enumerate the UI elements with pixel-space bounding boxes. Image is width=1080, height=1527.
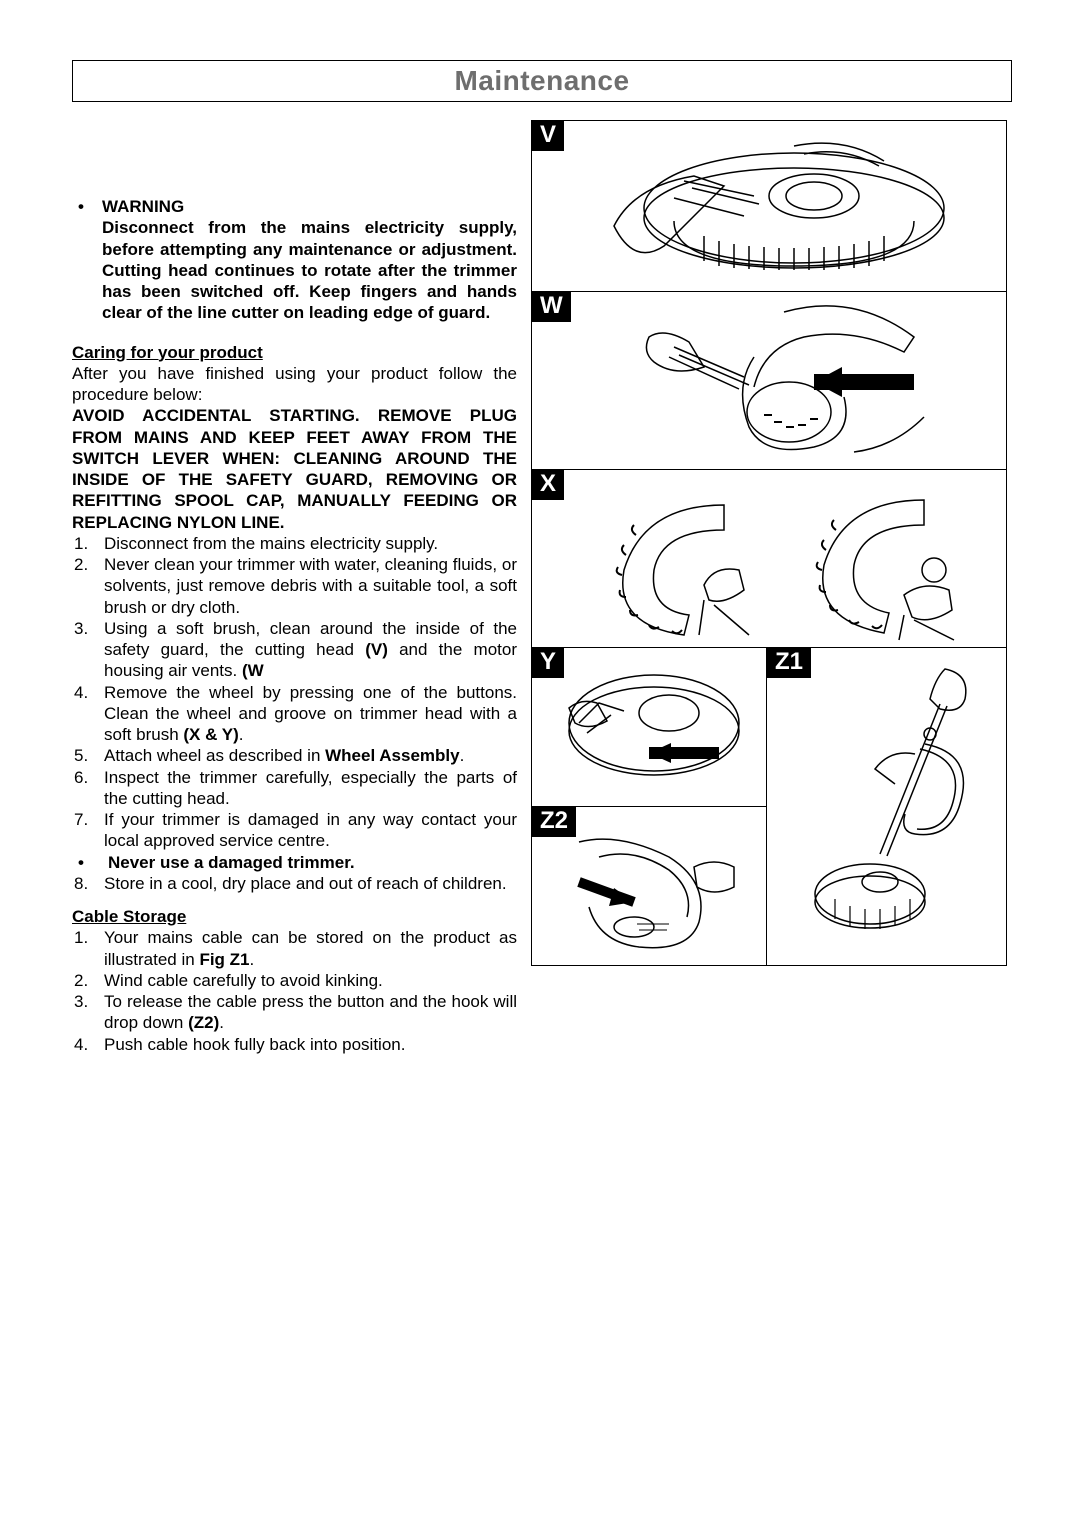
list-item: Push cable hook fully back into position… bbox=[72, 1034, 517, 1055]
diagram-y-icon bbox=[539, 653, 759, 801]
figure-w: W bbox=[531, 292, 1007, 470]
figure-z2: Z2 bbox=[531, 807, 767, 966]
list-item: Inspect the trimmer carefully, especiall… bbox=[72, 767, 517, 810]
list-item: Using a soft brush, clean around the ins… bbox=[72, 618, 517, 682]
list-item-text: Disconnect from the mains electricity su… bbox=[104, 533, 438, 554]
list-item-text: If your trimmer is damaged in any way co… bbox=[104, 809, 517, 852]
diagram-x-icon bbox=[554, 475, 984, 643]
avoid-block: AVOID ACCIDENTAL STARTING. REMOVE PLUG F… bbox=[72, 405, 517, 533]
cable-list: Your mains cable can be stored on the pr… bbox=[72, 927, 517, 1055]
caring-list: Disconnect from the mains electricity su… bbox=[72, 533, 517, 852]
warning-label: WARNING bbox=[102, 196, 517, 217]
warning-block: • WARNING Disconnect from the mains elec… bbox=[72, 196, 517, 324]
list-item-text: Never clean your trimmer with water, cle… bbox=[104, 554, 517, 618]
page-title-bar: Maintenance bbox=[72, 60, 1012, 102]
list-item-text: Inspect the trimmer carefully, especiall… bbox=[104, 767, 517, 810]
list-item-text: Wind cable carefully to avoid kinking. bbox=[104, 970, 383, 991]
figure-x: X bbox=[531, 470, 1007, 648]
figure-z1: Z1 bbox=[767, 648, 1007, 966]
list-item: Remove the wheel by pressing one of the … bbox=[72, 682, 517, 746]
list-item: Never use a damaged trimmer. bbox=[72, 852, 517, 873]
bullet-icon: • bbox=[72, 196, 102, 324]
list-item: To release the cable press the button an… bbox=[72, 991, 517, 1034]
inner-bullet-list: Never use a damaged trimmer. bbox=[72, 852, 517, 873]
caring-list-cont: Store in a cool, dry place and out of re… bbox=[72, 873, 517, 894]
cable-heading: Cable Storage bbox=[72, 906, 517, 927]
list-item-text: Remove the wheel by pressing one of the … bbox=[104, 682, 517, 746]
list-item-text: To release the cable press the button an… bbox=[104, 991, 517, 1034]
figure-row-y-z: Y Z2 bbox=[531, 648, 1007, 966]
list-item-text: Push cable hook fully back into position… bbox=[104, 1034, 405, 1055]
list-item: If your trimmer is damaged in any way co… bbox=[72, 809, 517, 852]
list-item: Never clean your trimmer with water, cle… bbox=[72, 554, 517, 618]
list-item: Disconnect from the mains electricity su… bbox=[72, 533, 517, 554]
list-item: Your mains cable can be stored on the pr… bbox=[72, 927, 517, 970]
diagram-v-icon bbox=[554, 126, 984, 286]
figure-label: Z1 bbox=[767, 648, 811, 678]
list-item: Wind cable carefully to avoid kinking. bbox=[72, 970, 517, 991]
caring-intro: After you have finished using your produ… bbox=[72, 363, 517, 406]
figure-y: Y bbox=[531, 648, 767, 807]
figure-v: V bbox=[531, 120, 1007, 292]
warning-body: Disconnect from the mains electricity su… bbox=[102, 217, 517, 323]
list-item-text: Your mains cable can be stored on the pr… bbox=[104, 927, 517, 970]
list-item-text: Never use a damaged trimmer. bbox=[108, 852, 355, 873]
page-title: Maintenance bbox=[73, 63, 1011, 98]
figure-label: Y bbox=[532, 648, 564, 678]
list-item-text: Using a soft brush, clean around the ins… bbox=[104, 618, 517, 682]
warning-text: WARNING Disconnect from the mains electr… bbox=[102, 196, 517, 324]
diagram-z1-icon bbox=[775, 654, 999, 960]
figure-label: Z2 bbox=[532, 807, 576, 837]
figure-label: W bbox=[532, 292, 571, 322]
list-item-text: Store in a cool, dry place and out of re… bbox=[104, 873, 507, 894]
main-columns: • WARNING Disconnect from the mains elec… bbox=[72, 120, 1012, 1055]
caring-heading: Caring for your product bbox=[72, 342, 517, 363]
list-item: Store in a cool, dry place and out of re… bbox=[72, 873, 517, 894]
figure-column: V W bbox=[531, 120, 1007, 1055]
text-column: • WARNING Disconnect from the mains elec… bbox=[72, 120, 517, 1055]
list-item: Attach wheel as described in Wheel Assem… bbox=[72, 745, 517, 766]
figure-label: X bbox=[532, 470, 564, 500]
diagram-w-icon bbox=[554, 297, 984, 465]
figure-label: V bbox=[532, 121, 564, 151]
list-item-text: Attach wheel as described in Wheel Assem… bbox=[104, 745, 464, 766]
